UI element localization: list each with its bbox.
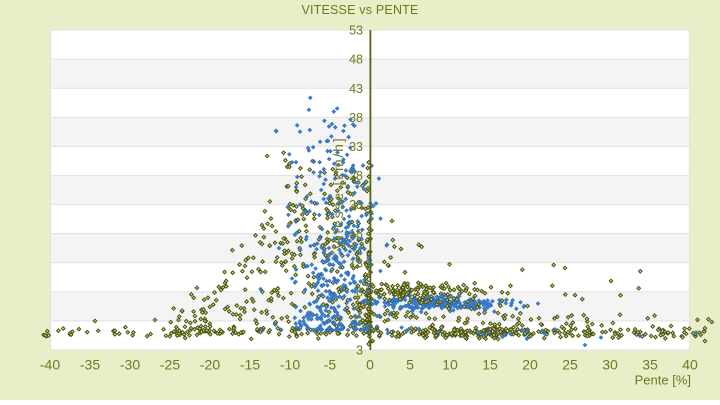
svg-text:40: 40 — [682, 357, 698, 373]
svg-text:-30: -30 — [120, 357, 140, 373]
svg-text:20: 20 — [522, 357, 538, 373]
svg-text:43: 43 — [349, 82, 363, 96]
svg-text:48: 48 — [349, 53, 363, 67]
svg-text:Vitesse [km/h]: Vitesse [km/h] — [330, 137, 346, 250]
svg-text:38: 38 — [349, 111, 363, 125]
svg-text:25: 25 — [562, 357, 578, 373]
svg-text:8: 8 — [356, 285, 363, 299]
svg-text:10: 10 — [442, 357, 458, 373]
svg-text:35: 35 — [642, 357, 658, 373]
svg-text:33: 33 — [349, 140, 363, 154]
svg-text:18: 18 — [349, 227, 363, 241]
svg-text:-15: -15 — [240, 357, 260, 373]
svg-text:3: 3 — [356, 315, 363, 329]
svg-text:3: 3 — [356, 344, 363, 358]
svg-text:30: 30 — [602, 357, 618, 373]
svg-text:-20: -20 — [200, 357, 220, 373]
svg-text:0: 0 — [366, 357, 374, 373]
svg-text:5: 5 — [406, 357, 414, 373]
svg-text:53: 53 — [349, 24, 363, 38]
svg-text:Pente [%]: Pente [%] — [635, 373, 691, 388]
svg-text:-35: -35 — [80, 357, 100, 373]
svg-text:23: 23 — [349, 198, 363, 212]
svg-text:-10: -10 — [280, 357, 300, 373]
svg-text:15: 15 — [482, 357, 498, 373]
svg-text:-5: -5 — [324, 357, 337, 373]
svg-text:28: 28 — [349, 169, 363, 183]
svg-text:13: 13 — [349, 256, 363, 270]
svg-text:-40: -40 — [40, 357, 60, 373]
svg-text:-25: -25 — [160, 357, 180, 373]
svg-text:VITESSE vs PENTE: VITESSE vs PENTE — [301, 3, 418, 17]
